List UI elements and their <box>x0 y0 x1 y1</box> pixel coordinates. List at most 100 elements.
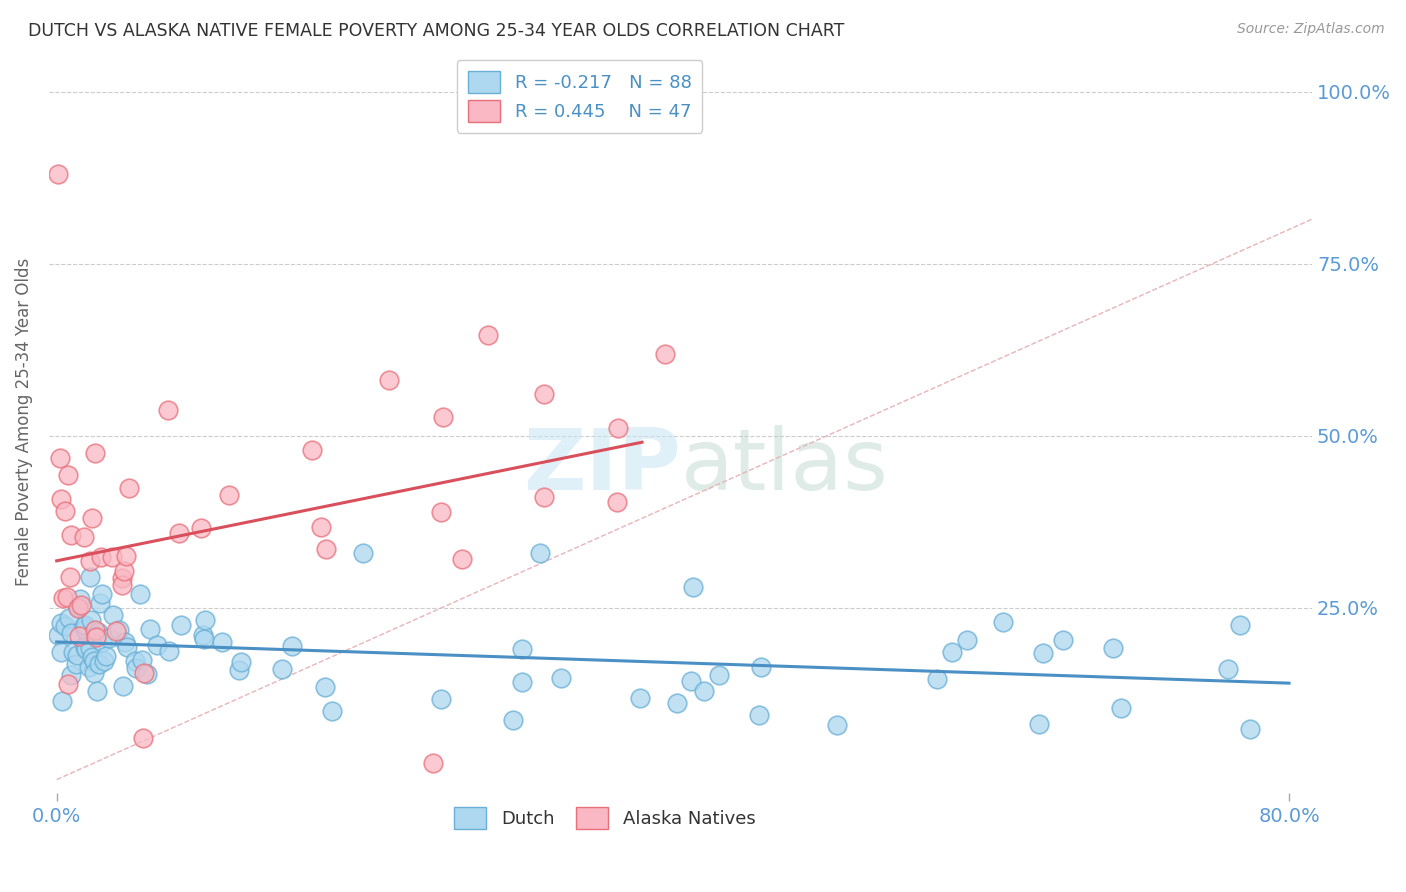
Point <box>321 704 343 718</box>
Point <box>550 671 572 685</box>
Point <box>111 578 134 592</box>
Point <box>131 731 153 745</box>
Point <box>107 623 129 637</box>
Point <box>512 641 534 656</box>
Point <box>79 641 101 656</box>
Point <box>104 624 127 639</box>
Point <box>378 373 401 387</box>
Point <box>80 511 103 525</box>
Y-axis label: Female Poverty Among 25-34 Year Olds: Female Poverty Among 25-34 Year Olds <box>15 258 32 586</box>
Point <box>751 660 773 674</box>
Point <box>59 626 82 640</box>
Point <box>46 168 69 182</box>
Point <box>129 587 152 601</box>
Point <box>927 672 949 686</box>
Point <box>73 623 96 637</box>
Point <box>114 635 136 649</box>
Point <box>502 713 524 727</box>
Point <box>111 571 134 585</box>
Point <box>91 587 114 601</box>
Point <box>103 607 125 622</box>
Point <box>62 645 84 659</box>
Point <box>89 657 111 672</box>
Point <box>693 684 716 698</box>
Point <box>69 599 91 613</box>
Point <box>79 554 101 568</box>
Point <box>1032 646 1054 660</box>
Point <box>112 564 135 578</box>
Point <box>84 624 107 638</box>
Point <box>131 653 153 667</box>
Point <box>51 645 73 659</box>
Point <box>956 633 979 648</box>
Point <box>682 580 704 594</box>
Point <box>146 638 169 652</box>
Point <box>91 635 114 649</box>
Point <box>90 550 112 565</box>
Point <box>170 618 193 632</box>
Point <box>86 684 108 698</box>
Point <box>679 674 702 689</box>
Point <box>211 635 233 649</box>
Point <box>429 691 451 706</box>
Point <box>533 490 555 504</box>
Legend: Dutch, Alaska Natives: Dutch, Alaska Natives <box>447 800 763 837</box>
Point <box>654 347 676 361</box>
Point <box>607 420 630 434</box>
Point <box>67 629 90 643</box>
Point <box>83 446 105 460</box>
Point <box>65 648 87 663</box>
Point <box>52 591 75 606</box>
Point <box>79 660 101 674</box>
Point <box>59 528 82 542</box>
Point <box>98 631 121 645</box>
Point <box>301 443 323 458</box>
Point <box>75 641 97 656</box>
Point <box>991 615 1014 629</box>
Point <box>118 481 141 495</box>
Point <box>56 676 79 690</box>
Point <box>55 618 77 632</box>
Text: DUTCH VS ALASKA NATIVE FEMALE POVERTY AMONG 25-34 YEAR OLDS CORRELATION CHART: DUTCH VS ALASKA NATIVE FEMALE POVERTY AM… <box>28 22 845 40</box>
Point <box>1109 700 1132 714</box>
Point <box>309 519 332 533</box>
Point <box>79 569 101 583</box>
Point <box>432 409 454 424</box>
Point <box>477 327 499 342</box>
Point <box>46 628 69 642</box>
Point <box>1052 632 1074 647</box>
Point <box>512 675 534 690</box>
Point <box>58 467 80 482</box>
Point <box>1229 618 1251 632</box>
Point <box>82 650 104 665</box>
Point <box>707 668 730 682</box>
Point <box>430 505 453 519</box>
Point <box>941 645 963 659</box>
Point <box>167 525 190 540</box>
Point <box>73 530 96 544</box>
Point <box>665 697 688 711</box>
Point <box>72 618 94 632</box>
Point <box>66 601 89 615</box>
Point <box>193 632 215 646</box>
Point <box>59 570 82 584</box>
Point <box>69 591 91 606</box>
Point <box>65 657 87 672</box>
Point <box>75 640 97 654</box>
Point <box>83 666 105 681</box>
Point <box>49 450 72 465</box>
Point <box>124 654 146 668</box>
Point <box>1028 717 1050 731</box>
Point <box>218 488 240 502</box>
Point <box>157 644 180 658</box>
Point <box>156 403 179 417</box>
Point <box>75 618 97 632</box>
Point <box>115 549 138 563</box>
Point <box>194 613 217 627</box>
Point <box>101 549 124 564</box>
Text: ZIP: ZIP <box>523 425 681 508</box>
Point <box>139 622 162 636</box>
Point <box>51 694 73 708</box>
Point <box>190 521 212 535</box>
Point <box>94 648 117 663</box>
